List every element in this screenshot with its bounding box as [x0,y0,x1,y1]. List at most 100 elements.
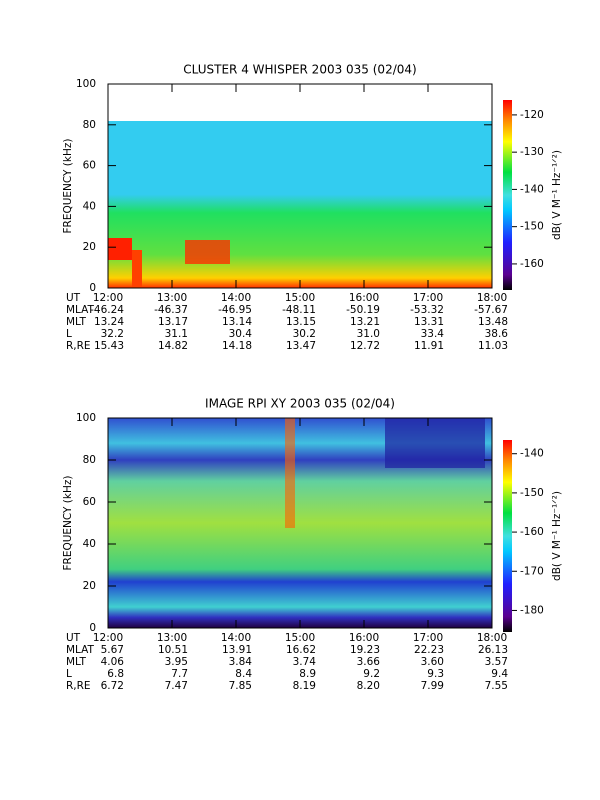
ephemeris-value: 15.43 [94,340,124,352]
x-tick-label: 16:00 [349,292,379,304]
ephemeris-value: 13.48 [478,316,508,328]
spectrogram-1-image [108,121,492,288]
colorbar-tick-label: -140 [520,183,544,195]
ephemeris-value: 14.18 [222,340,252,352]
ephemeris-value: 7.55 [485,680,508,692]
ephemeris-value: -46.95 [218,304,252,316]
x-tick-label: 15:00 [285,632,315,644]
ephemeris-value: 38.6 [485,328,509,340]
ephemeris-value: -53.32 [410,304,444,316]
ephemeris-value: 7.99 [421,680,444,692]
ephemeris-value: 26.13 [478,644,508,656]
ephemeris-value: 3.66 [357,656,381,668]
ephemeris-value: 6.72 [101,680,124,692]
ephemeris-label: L [66,328,72,340]
colorbar-tick-label: -140 [520,448,544,460]
colorbar-tick-label: -180 [520,604,544,616]
x-tick-label: 14:00 [221,632,251,644]
ephemeris-value: 3.74 [293,656,317,668]
colorbar-tick-label: -150 [520,221,544,233]
ephemeris-value: 9.3 [427,668,444,680]
ephemeris-value: 7.85 [229,680,252,692]
ephemeris-value: 30.4 [229,328,253,340]
ephemeris-value: 32.2 [101,328,124,340]
ephemeris-value: 19.23 [350,644,380,656]
ephemeris-value: 13.47 [286,340,316,352]
y-axis-label: FREQUENCY (kHz) [62,476,74,571]
colorbar-tick-label: -170 [520,565,544,577]
x-tick-label: 16:00 [349,632,379,644]
ephemeris-label: R,RE [66,340,91,352]
ephemeris-value: 8.19 [293,680,316,692]
x-tick-label: 17:00 [413,632,443,644]
ephemeris-value: 7.7 [171,668,188,680]
colorbar-1 [503,100,512,290]
ephemeris-value: 12.72 [350,340,380,352]
y-tick-label: 20 [83,241,96,253]
x-tick-label: 12:00 [93,292,123,304]
y-tick-label: 0 [89,622,96,634]
ephemeris-value: 31.0 [357,328,380,340]
ephemeris-value: 22.23 [414,644,444,656]
ephemeris-value: 7.47 [165,680,188,692]
colorbar-tick-label: -120 [520,109,544,121]
ephemeris-value: 30.2 [293,328,316,340]
y-tick-label: 40 [83,538,96,550]
y-tick-label: 100 [76,412,96,424]
y-tick-label: 80 [83,119,96,131]
ephemeris-value: 9.2 [363,668,380,680]
y-tick-label: 60 [83,496,96,508]
ephemeris-value: 14.82 [158,340,188,352]
y-tick-label: 100 [76,78,96,90]
y-tick-label: 20 [83,580,96,592]
ephemeris-value: -46.37 [154,304,188,316]
ephemeris-label: MLAT [66,644,95,656]
ephemeris-value: -50.19 [346,304,380,316]
ephemeris-value: 13.17 [158,316,188,328]
ephemeris-value: 3.60 [421,656,444,668]
ephemeris-value: 13.21 [350,316,380,328]
colorbar-tick-label: -150 [520,487,544,499]
ephemeris-value: 11.91 [414,340,444,352]
spectrogram-2-image [108,418,492,628]
x-tick-label: 14:00 [221,292,251,304]
x-tick-label: 18:00 [477,292,507,304]
ephemeris-value: 5.67 [101,644,124,656]
y-tick-label: 80 [83,454,96,466]
ephemeris-value: 10.51 [158,644,188,656]
chart-title: IMAGE RPI XY 2003 035 (02/04) [205,397,395,411]
x-tick-label: 17:00 [413,292,443,304]
x-axis-label: UT [66,292,81,304]
chart-title: CLUSTER 4 WHISPER 2003 035 (02/04) [183,63,416,77]
ephemeris-label: MLT [66,316,86,328]
ephemeris-value: 13.14 [222,316,252,328]
ephemeris-value: 6.8 [107,668,124,680]
x-tick-label: 18:00 [477,632,507,644]
ephemeris-label: R,RE [66,680,91,692]
ephemeris-value: 3.57 [485,656,508,668]
x-axis-label: UT [66,632,81,644]
x-tick-label: 15:00 [285,292,315,304]
ephemeris-value: 13.31 [414,316,444,328]
ephemeris-value: 13.24 [94,316,124,328]
colorbar-label: dB( V M⁻¹ Hz⁻¹ᐟ²) [551,491,563,581]
ephemeris-value: 31.1 [165,328,188,340]
ephemeris-value: 11.03 [478,340,508,352]
ephemeris-value: 8.20 [357,680,380,692]
ephemeris-value: 33.4 [421,328,445,340]
ephemeris-value: -46.24 [90,304,124,316]
ephemeris-value: 16.62 [286,644,316,656]
y-axis-label: FREQUENCY (kHz) [62,139,74,234]
y-tick-label: 60 [83,160,96,172]
x-tick-label: 13:00 [157,292,187,304]
ephemeris-value: 3.95 [165,656,188,668]
ephemeris-value: 8.4 [235,668,252,680]
ephemeris-value: -48.11 [282,304,316,316]
ephemeris-value: 13.91 [222,644,252,656]
colorbar-tick-label: -130 [520,146,544,158]
colorbar-tick-label: -160 [520,526,544,538]
ephemeris-value: 8.9 [299,668,316,680]
colorbar-2 [503,440,512,632]
ephemeris-value: 13.15 [286,316,316,328]
